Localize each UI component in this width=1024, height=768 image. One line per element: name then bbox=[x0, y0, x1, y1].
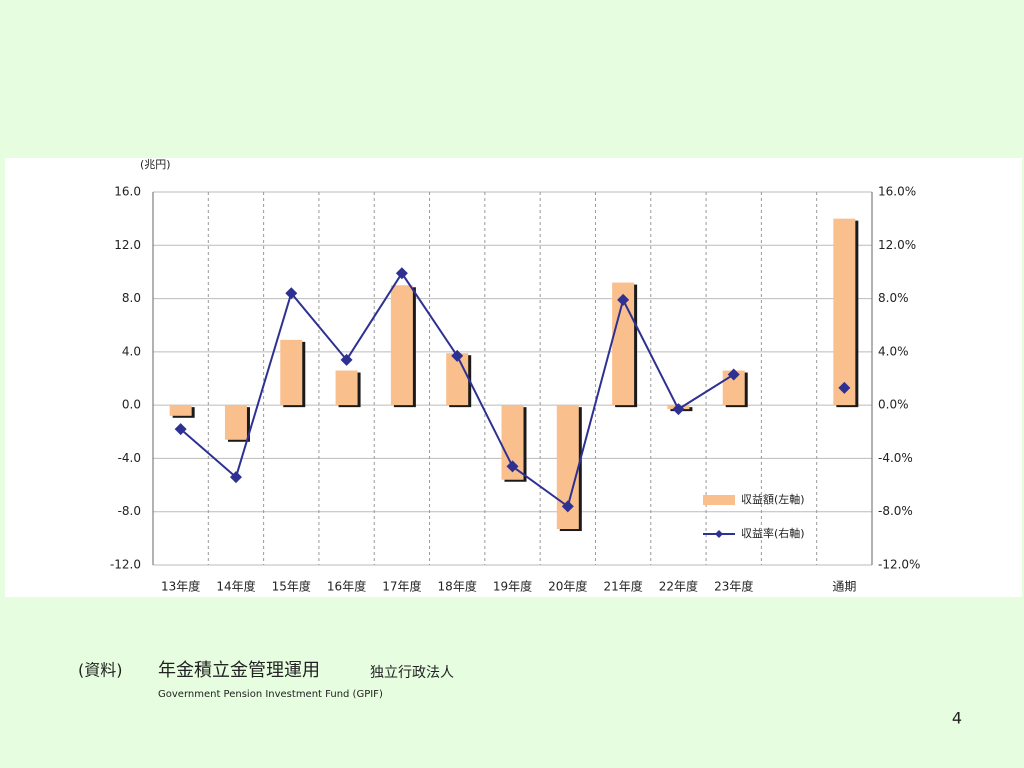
y2-tick-label: -12.0% bbox=[878, 558, 920, 572]
line-marker bbox=[617, 293, 630, 306]
y2-tick-label: -4.0% bbox=[878, 451, 913, 465]
bar bbox=[390, 285, 413, 406]
bar bbox=[446, 353, 469, 406]
line-marker bbox=[451, 349, 464, 362]
y-tick-label: 0.0 bbox=[122, 398, 141, 412]
y-tick-label: 12.0 bbox=[114, 238, 141, 252]
x-tick-label: 21年度 bbox=[603, 579, 642, 594]
chart-background bbox=[5, 158, 1022, 597]
y2-tick-label: 8.0% bbox=[878, 291, 909, 305]
y2-tick-label: 4.0% bbox=[878, 344, 909, 358]
line-marker bbox=[340, 353, 353, 366]
bar bbox=[501, 405, 524, 480]
legend-label: 収益率(右軸) bbox=[741, 526, 805, 540]
x-tick-label: 13年度 bbox=[161, 579, 200, 594]
line-marker bbox=[672, 403, 685, 416]
bar bbox=[612, 282, 635, 406]
line-marker bbox=[174, 423, 187, 436]
page-number: 4 bbox=[952, 709, 962, 728]
legend-label: 収益額(左軸) bbox=[741, 492, 805, 506]
y2-tick-label: 0.0% bbox=[878, 398, 909, 412]
line-marker bbox=[395, 267, 408, 280]
x-tick-label: 19年度 bbox=[493, 579, 532, 594]
x-tick-label: 20年度 bbox=[548, 579, 587, 594]
source-english: Government Pension Investment Fund (GPIF… bbox=[158, 689, 383, 700]
line-marker bbox=[285, 287, 298, 300]
bar bbox=[169, 405, 192, 416]
line-marker bbox=[506, 460, 519, 473]
line-marker bbox=[838, 381, 851, 394]
y2-tick-label: 16.0% bbox=[878, 185, 916, 199]
bar bbox=[335, 370, 358, 406]
y-tick-label: -12.0 bbox=[110, 558, 141, 572]
unit-label: (兆円) bbox=[140, 158, 171, 171]
x-tick-label: 22年度 bbox=[659, 579, 698, 594]
bar bbox=[722, 370, 745, 406]
bar bbox=[556, 405, 579, 530]
y-tick-label: -4.0 bbox=[118, 451, 141, 465]
legend-marker bbox=[715, 530, 723, 538]
x-tick-label: 15年度 bbox=[272, 579, 311, 594]
chart: -12.0 -8.0 -4.0 0.0 4.0 8.0 12.0 16.0 -12.0% -8.0… bbox=[110, 185, 921, 594]
source-org: 年金積立金管理運用 bbox=[158, 660, 320, 681]
x-tick-label: 18年度 bbox=[438, 579, 477, 594]
legend-swatch bbox=[703, 495, 735, 505]
y-tick-label: 16.0 bbox=[114, 185, 141, 199]
x-tick-label: 23年度 bbox=[714, 579, 753, 594]
source-label: (資料) bbox=[78, 661, 123, 680]
y2-tick-label: -8.0% bbox=[878, 504, 913, 518]
x-tick-label: 17年度 bbox=[382, 579, 421, 594]
bar bbox=[224, 405, 247, 440]
line-marker bbox=[727, 368, 740, 381]
x-tick-label: 14年度 bbox=[216, 579, 255, 594]
y-tick-label: -8.0 bbox=[118, 504, 141, 518]
line-marker bbox=[229, 471, 242, 484]
bar bbox=[833, 218, 856, 406]
y-tick-label: 4.0 bbox=[122, 344, 141, 358]
y2-tick-label: 12.0% bbox=[878, 238, 916, 252]
x-tick-label: 16年度 bbox=[327, 579, 366, 594]
source-org-suffix: 独立行政法人 bbox=[370, 665, 454, 681]
x-tick-label: 通期 bbox=[832, 580, 856, 594]
y-tick-label: 8.0 bbox=[122, 291, 141, 305]
line-marker bbox=[561, 500, 574, 513]
bar bbox=[280, 339, 303, 406]
